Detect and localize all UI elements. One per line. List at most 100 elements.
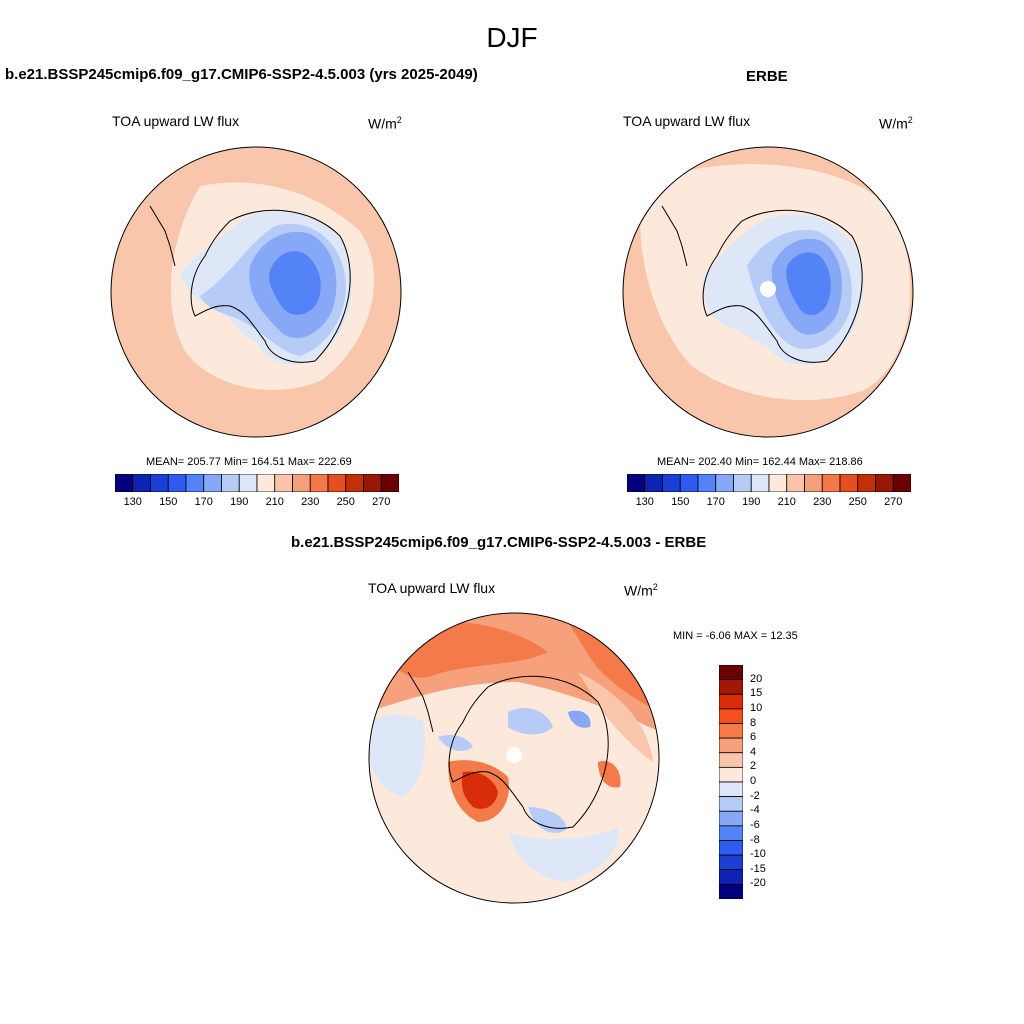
panel1-colorbar-box (238, 474, 258, 492)
panel2-colorbar-box (715, 474, 734, 492)
panel3-colorbar-tick-label: -2 (750, 789, 760, 802)
panel2-colorbar-box (697, 474, 717, 492)
panel3-colorbar-box (719, 679, 743, 695)
panel3-colorbar-box (719, 766, 743, 783)
panel3-colorbar-tick-label: -15 (750, 862, 766, 875)
panel1-colorbar-box (309, 474, 329, 492)
panel1-colorbar-tick-label: 150 (159, 496, 178, 508)
panel2-colorbar-box (839, 474, 859, 492)
panel3-colorbar-box (719, 723, 743, 739)
panel2-colorbar-box (750, 474, 770, 492)
panel2-colorbar-tick-label: 170 (706, 496, 725, 508)
panel1-colorbar-tick-label: 170 (194, 496, 213, 508)
panel3-colorbar-tick-label: 15 (750, 687, 763, 700)
panel2-colorbar-box (733, 474, 752, 492)
panel3-title: b.e21.BSSP245cmip6.f09_g17.CMIP6-SSP2-4.… (291, 534, 707, 551)
panel2-colorbar-box (627, 474, 646, 492)
panel2-title: ERBE (746, 68, 788, 85)
panel2-colorbar-box (786, 474, 805, 492)
panel1-colorbar-labels: 130 150 170 190 210 230 250 270 (115, 496, 399, 510)
panel2-colorbar (627, 474, 911, 492)
panel3-colorbar-tick-label: 8 (750, 716, 757, 729)
panel3-colorbar-tick-label: 2 (750, 760, 757, 773)
panel1-colorbar-box (256, 474, 276, 492)
panel3-colorbar-tick-label: -10 (750, 848, 766, 861)
panel1-variable: TOA upward LW flux (112, 113, 240, 129)
panel1-colorbar-box (167, 474, 187, 492)
panel1-colorbar-tick-label: 270 (372, 496, 391, 508)
panel2-colorbar-box (662, 474, 681, 492)
panel3-colorbar-box (719, 752, 743, 768)
panel1-colorbar-box (327, 474, 347, 492)
panel2-colorbar-tick-label: 190 (742, 496, 761, 508)
panel2-unit: W/m2 (879, 115, 913, 132)
panel2-polar-map (622, 146, 914, 438)
panel2-colorbar-box (679, 474, 699, 492)
panel3-colorbar-box (719, 840, 743, 856)
panel2-variable: TOA upward LW flux (623, 113, 751, 129)
panel1-colorbar-box (380, 474, 399, 492)
panel1-colorbar-tick-label: 210 (265, 496, 284, 508)
panel3-colorbar-box (719, 665, 743, 681)
panel3-unit: W/m2 (624, 582, 658, 599)
panel1-colorbar-box (221, 474, 240, 492)
panel2-colorbar-tick-label: 150 (671, 496, 690, 508)
panel2-stats: MEAN= 202.40 Min= 162.44 Max= 218.86 (657, 456, 863, 468)
panel1-colorbar (115, 474, 399, 492)
panel2-colorbar-tick-label: 230 (813, 496, 832, 508)
panel1-colorbar-box (292, 474, 311, 492)
panel2-colorbar-box (857, 474, 876, 492)
panel3-colorbar-tick-label: 20 (750, 672, 763, 685)
panel3-colorbar-tick-label: 6 (750, 731, 757, 744)
panel3-colorbar-box (719, 869, 743, 885)
panel1-colorbar-tick-label: 250 (336, 496, 355, 508)
panel3-colorbar-tick-label: -4 (750, 804, 760, 817)
panel3-colorbar-box (719, 737, 743, 754)
panel3-colorbar-tick-label: -6 (750, 818, 760, 831)
panel2-colorbar-tick-label: 210 (777, 496, 796, 508)
panel3-colorbar (719, 665, 743, 899)
panel3-variable: TOA upward LW flux (368, 580, 496, 596)
panel1-colorbar-tick-label: 190 (230, 496, 249, 508)
panel1-colorbar-box (345, 474, 364, 492)
panel3-colorbar-box (719, 693, 743, 710)
panel1-unit: W/m2 (368, 115, 402, 132)
panel1-stats: MEAN= 205.77 Min= 164.51 Max= 222.69 (146, 456, 352, 468)
panel3-colorbar-box (719, 781, 743, 798)
panel3-colorbar-box (719, 883, 743, 899)
panel2-colorbar-box (821, 474, 841, 492)
panel1-colorbar-box (115, 474, 134, 492)
panel3-colorbar-tick-label: 4 (750, 745, 757, 758)
panel2-colorbar-box (768, 474, 788, 492)
panel1-polar-map (110, 146, 402, 438)
panel3-colorbar-tick-label: 10 (750, 701, 763, 714)
panel3-colorbar-tick-label: -20 (750, 877, 766, 890)
panel1-colorbar-box (150, 474, 169, 492)
panel3-colorbar-tick-label: -8 (750, 833, 760, 846)
panel2-colorbar-box (875, 474, 894, 492)
panel1-colorbar-box (132, 474, 151, 492)
panel3-colorbar-box (719, 796, 743, 812)
panel1-colorbar-tick-label: 130 (123, 496, 142, 508)
panel2-colorbar-box (804, 474, 823, 492)
panel2-colorbar-box (644, 474, 663, 492)
panel1-colorbar-tick-label: 230 (301, 496, 320, 508)
panel1-colorbar-box (363, 474, 382, 492)
panel1-colorbar-box (203, 474, 222, 492)
panel3-polar-map (368, 612, 660, 904)
panel3-colorbar-box (719, 810, 743, 827)
panel2-colorbar-labels: 130 150 170 190 210 230 250 270 (627, 496, 911, 510)
panel3-colorbar-box (719, 708, 743, 724)
panel1-colorbar-box (185, 474, 205, 492)
panel3-stats: MIN = -6.06 MAX = 12.35 (673, 630, 798, 642)
panel2-colorbar-box (892, 474, 911, 492)
panel3-colorbar-box (719, 825, 743, 841)
panel3-colorbar-box (719, 854, 743, 871)
panel2-colorbar-tick-label: 130 (635, 496, 654, 508)
panel2-colorbar-tick-label: 250 (848, 496, 867, 508)
panel3-colorbar-labels: 20 15 10 8 6 4 2 0 -2 -4 -6 -8 -10 -15 -20 (750, 665, 790, 899)
panel1-title: b.e21.BSSP245cmip6.f09_g17.CMIP6-SSP2-4.… (5, 66, 478, 83)
panel3-colorbar-tick-label: 0 (750, 775, 757, 787)
panel1-colorbar-box (274, 474, 293, 492)
figure-title: DJF (486, 22, 538, 53)
